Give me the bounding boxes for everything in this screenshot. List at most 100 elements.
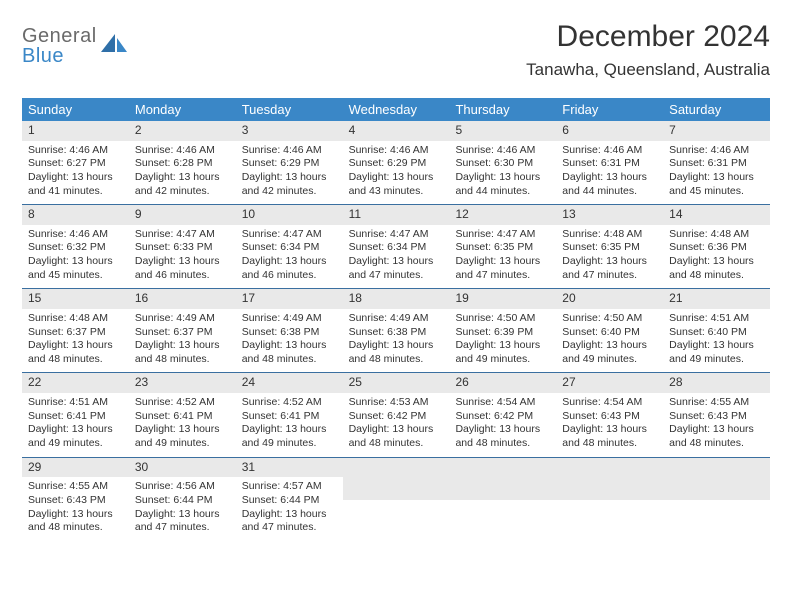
day-number: 30 bbox=[129, 458, 236, 478]
daylight-line: Daylight: 13 hours and 49 minutes. bbox=[28, 423, 123, 450]
sunset-line: Sunset: 6:31 PM bbox=[562, 157, 657, 171]
day-number: 19 bbox=[449, 289, 556, 309]
day-of-week-cell: Saturday bbox=[663, 98, 770, 121]
sunset-line: Sunset: 6:44 PM bbox=[135, 494, 230, 508]
day-body: Sunrise: 4:55 AMSunset: 6:43 PMDaylight:… bbox=[22, 477, 129, 541]
sunrise-line: Sunrise: 4:51 AM bbox=[669, 312, 764, 326]
week-row: 15Sunrise: 4:48 AMSunset: 6:37 PMDayligh… bbox=[22, 289, 770, 373]
day-number: 28 bbox=[663, 373, 770, 393]
day-cell: 13Sunrise: 4:48 AMSunset: 6:35 PMDayligh… bbox=[556, 205, 663, 288]
day-body bbox=[663, 477, 770, 500]
daylight-line: Daylight: 13 hours and 42 minutes. bbox=[135, 171, 230, 198]
day-of-week-cell: Sunday bbox=[22, 98, 129, 121]
sunset-line: Sunset: 6:38 PM bbox=[349, 326, 444, 340]
day-cell: 24Sunrise: 4:52 AMSunset: 6:41 PMDayligh… bbox=[236, 373, 343, 456]
sunrise-line: Sunrise: 4:51 AM bbox=[28, 396, 123, 410]
weeks-container: 1Sunrise: 4:46 AMSunset: 6:27 PMDaylight… bbox=[22, 121, 770, 541]
sunrise-line: Sunrise: 4:46 AM bbox=[28, 144, 123, 158]
daylight-line: Daylight: 13 hours and 47 minutes. bbox=[242, 508, 337, 535]
day-of-week-cell: Wednesday bbox=[343, 98, 450, 121]
sunrise-line: Sunrise: 4:49 AM bbox=[242, 312, 337, 326]
logo-text-bottom: Blue bbox=[22, 46, 97, 66]
day-cell: 3Sunrise: 4:46 AMSunset: 6:29 PMDaylight… bbox=[236, 121, 343, 204]
sail-icon bbox=[101, 34, 129, 61]
day-body: Sunrise: 4:54 AMSunset: 6:43 PMDaylight:… bbox=[556, 393, 663, 457]
daylight-line: Daylight: 13 hours and 41 minutes. bbox=[28, 171, 123, 198]
sunset-line: Sunset: 6:30 PM bbox=[455, 157, 550, 171]
day-body: Sunrise: 4:46 AMSunset: 6:32 PMDaylight:… bbox=[22, 225, 129, 289]
day-number: 11 bbox=[343, 205, 450, 225]
day-body: Sunrise: 4:46 AMSunset: 6:28 PMDaylight:… bbox=[129, 141, 236, 205]
day-cell: 20Sunrise: 4:50 AMSunset: 6:40 PMDayligh… bbox=[556, 289, 663, 372]
day-cell: 17Sunrise: 4:49 AMSunset: 6:38 PMDayligh… bbox=[236, 289, 343, 372]
sunrise-line: Sunrise: 4:49 AM bbox=[135, 312, 230, 326]
daylight-line: Daylight: 13 hours and 47 minutes. bbox=[349, 255, 444, 282]
day-cell: 5Sunrise: 4:46 AMSunset: 6:30 PMDaylight… bbox=[449, 121, 556, 204]
daylight-line: Daylight: 13 hours and 45 minutes. bbox=[669, 171, 764, 198]
day-cell: 1Sunrise: 4:46 AMSunset: 6:27 PMDaylight… bbox=[22, 121, 129, 204]
sunset-line: Sunset: 6:36 PM bbox=[669, 241, 764, 255]
day-body: Sunrise: 4:53 AMSunset: 6:42 PMDaylight:… bbox=[343, 393, 450, 457]
day-number bbox=[343, 458, 450, 478]
sunset-line: Sunset: 6:41 PM bbox=[28, 410, 123, 424]
day-body: Sunrise: 4:47 AMSunset: 6:35 PMDaylight:… bbox=[449, 225, 556, 289]
daylight-line: Daylight: 13 hours and 49 minutes. bbox=[455, 339, 550, 366]
sunrise-line: Sunrise: 4:55 AM bbox=[669, 396, 764, 410]
day-body bbox=[343, 477, 450, 500]
day-body: Sunrise: 4:49 AMSunset: 6:38 PMDaylight:… bbox=[236, 309, 343, 373]
day-number: 27 bbox=[556, 373, 663, 393]
week-row: 1Sunrise: 4:46 AMSunset: 6:27 PMDaylight… bbox=[22, 121, 770, 205]
day-number: 3 bbox=[236, 121, 343, 141]
sunset-line: Sunset: 6:41 PM bbox=[242, 410, 337, 424]
daylight-line: Daylight: 13 hours and 42 minutes. bbox=[242, 171, 337, 198]
sunrise-line: Sunrise: 4:48 AM bbox=[28, 312, 123, 326]
day-number: 16 bbox=[129, 289, 236, 309]
day-body: Sunrise: 4:46 AMSunset: 6:29 PMDaylight:… bbox=[236, 141, 343, 205]
day-cell: 9Sunrise: 4:47 AMSunset: 6:33 PMDaylight… bbox=[129, 205, 236, 288]
day-body: Sunrise: 4:49 AMSunset: 6:38 PMDaylight:… bbox=[343, 309, 450, 373]
day-number: 5 bbox=[449, 121, 556, 141]
day-cell: 23Sunrise: 4:52 AMSunset: 6:41 PMDayligh… bbox=[129, 373, 236, 456]
logo: General Blue bbox=[22, 26, 129, 66]
logo-text: General Blue bbox=[22, 26, 97, 66]
day-number: 13 bbox=[556, 205, 663, 225]
sunset-line: Sunset: 6:43 PM bbox=[669, 410, 764, 424]
day-number bbox=[556, 458, 663, 478]
sunset-line: Sunset: 6:42 PM bbox=[455, 410, 550, 424]
sunset-line: Sunset: 6:37 PM bbox=[135, 326, 230, 340]
week-row: 8Sunrise: 4:46 AMSunset: 6:32 PMDaylight… bbox=[22, 205, 770, 289]
day-body: Sunrise: 4:51 AMSunset: 6:41 PMDaylight:… bbox=[22, 393, 129, 457]
day-cell bbox=[663, 458, 770, 541]
day-cell: 8Sunrise: 4:46 AMSunset: 6:32 PMDaylight… bbox=[22, 205, 129, 288]
day-body: Sunrise: 4:48 AMSunset: 6:36 PMDaylight:… bbox=[663, 225, 770, 289]
sunset-line: Sunset: 6:40 PM bbox=[562, 326, 657, 340]
sunset-line: Sunset: 6:33 PM bbox=[135, 241, 230, 255]
day-body: Sunrise: 4:46 AMSunset: 6:29 PMDaylight:… bbox=[343, 141, 450, 205]
day-cell bbox=[449, 458, 556, 541]
sunset-line: Sunset: 6:27 PM bbox=[28, 157, 123, 171]
sunset-line: Sunset: 6:32 PM bbox=[28, 241, 123, 255]
day-body: Sunrise: 4:52 AMSunset: 6:41 PMDaylight:… bbox=[129, 393, 236, 457]
daylight-line: Daylight: 13 hours and 48 minutes. bbox=[349, 423, 444, 450]
day-body: Sunrise: 4:50 AMSunset: 6:39 PMDaylight:… bbox=[449, 309, 556, 373]
day-cell: 29Sunrise: 4:55 AMSunset: 6:43 PMDayligh… bbox=[22, 458, 129, 541]
day-cell: 12Sunrise: 4:47 AMSunset: 6:35 PMDayligh… bbox=[449, 205, 556, 288]
sunrise-line: Sunrise: 4:50 AM bbox=[455, 312, 550, 326]
sunrise-line: Sunrise: 4:48 AM bbox=[562, 228, 657, 242]
daylight-line: Daylight: 13 hours and 48 minutes. bbox=[28, 339, 123, 366]
logo-text-top: General bbox=[22, 26, 97, 46]
sunset-line: Sunset: 6:29 PM bbox=[242, 157, 337, 171]
day-of-week-header: SundayMondayTuesdayWednesdayThursdayFrid… bbox=[22, 98, 770, 121]
daylight-line: Daylight: 13 hours and 45 minutes. bbox=[28, 255, 123, 282]
day-cell bbox=[556, 458, 663, 541]
day-cell: 26Sunrise: 4:54 AMSunset: 6:42 PMDayligh… bbox=[449, 373, 556, 456]
sunset-line: Sunset: 6:35 PM bbox=[455, 241, 550, 255]
day-body: Sunrise: 4:47 AMSunset: 6:34 PMDaylight:… bbox=[343, 225, 450, 289]
day-number: 25 bbox=[343, 373, 450, 393]
day-cell: 22Sunrise: 4:51 AMSunset: 6:41 PMDayligh… bbox=[22, 373, 129, 456]
sunrise-line: Sunrise: 4:53 AM bbox=[349, 396, 444, 410]
sunrise-line: Sunrise: 4:47 AM bbox=[349, 228, 444, 242]
day-cell: 10Sunrise: 4:47 AMSunset: 6:34 PMDayligh… bbox=[236, 205, 343, 288]
daylight-line: Daylight: 13 hours and 48 minutes. bbox=[669, 423, 764, 450]
day-body: Sunrise: 4:46 AMSunset: 6:31 PMDaylight:… bbox=[663, 141, 770, 205]
